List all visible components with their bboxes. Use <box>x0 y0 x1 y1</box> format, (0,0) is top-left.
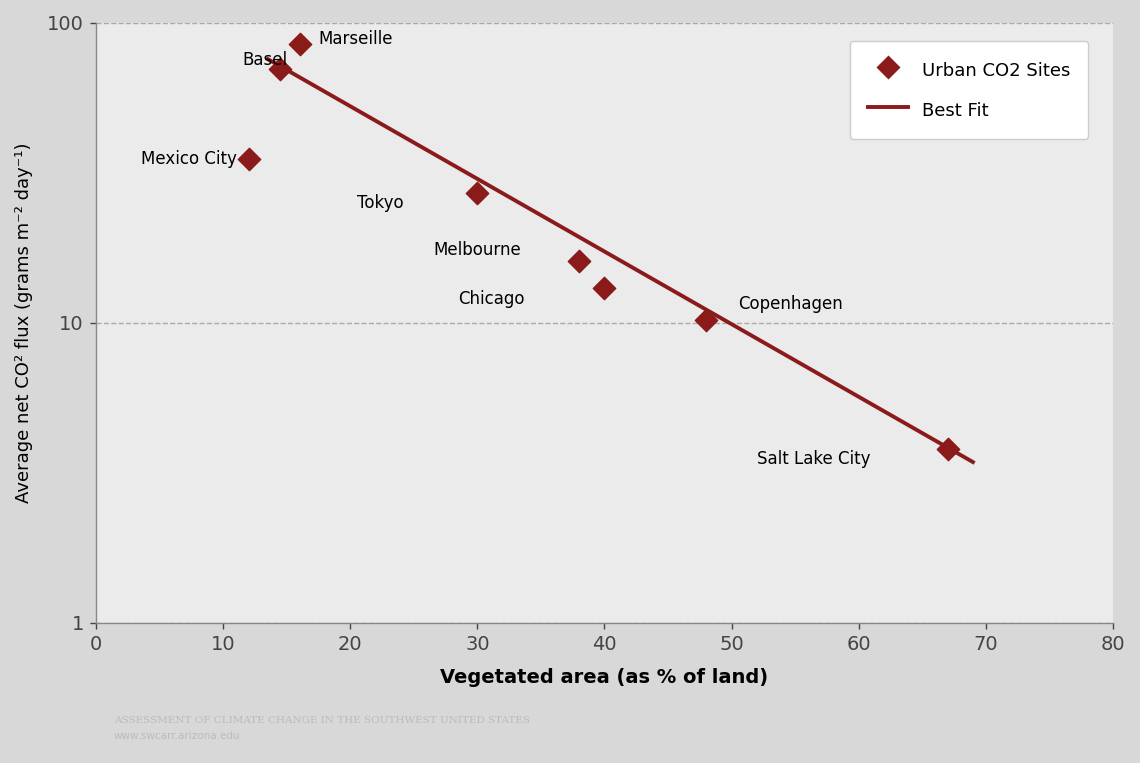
Point <box>469 187 487 199</box>
X-axis label: Vegetated area (as % of land): Vegetated area (as % of land) <box>440 668 768 687</box>
Point <box>938 443 956 455</box>
Text: Tokyo: Tokyo <box>357 194 404 212</box>
Text: www.swcarr.arizona.edu: www.swcarr.arizona.edu <box>114 731 241 741</box>
Text: Melbourne: Melbourne <box>433 240 521 259</box>
Text: Basel: Basel <box>243 51 287 69</box>
Text: Salt Lake City: Salt Lake City <box>757 450 871 468</box>
Point <box>595 282 613 295</box>
Y-axis label: Average net CO² flux (grams m⁻² day⁻¹): Average net CO² flux (grams m⁻² day⁻¹) <box>15 142 33 503</box>
Point <box>697 314 715 326</box>
Point <box>239 153 258 166</box>
Text: Mexico City: Mexico City <box>140 150 237 169</box>
Legend: Urban CO2 Sites, Best Fit: Urban CO2 Sites, Best Fit <box>849 40 1089 139</box>
Text: Chicago: Chicago <box>458 290 524 307</box>
Point <box>570 255 588 267</box>
Text: Marseille: Marseille <box>318 31 393 48</box>
Text: Copenhagen: Copenhagen <box>738 295 842 314</box>
Point <box>291 37 309 50</box>
Text: ASSESSMENT OF CLIMATE CHANGE IN THE SOUTHWEST UNITED STATES: ASSESSMENT OF CLIMATE CHANGE IN THE SOUT… <box>114 716 530 726</box>
Point <box>271 63 290 75</box>
